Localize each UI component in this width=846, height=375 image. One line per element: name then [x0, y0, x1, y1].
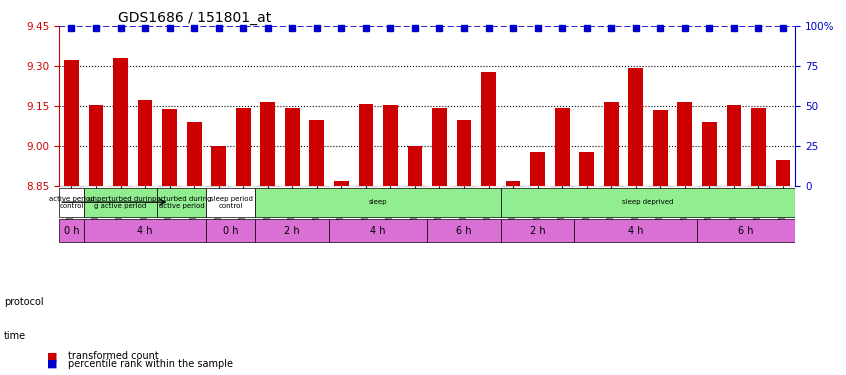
Text: 2 h: 2 h — [284, 226, 300, 236]
FancyBboxPatch shape — [501, 219, 574, 243]
FancyBboxPatch shape — [206, 219, 255, 243]
Bar — [334, 181, 349, 186]
FancyBboxPatch shape — [574, 219, 697, 243]
Bar — [580, 152, 594, 186]
FancyBboxPatch shape — [255, 219, 329, 243]
Text: perturbed during
active period: perturbed during active period — [152, 196, 212, 208]
FancyBboxPatch shape — [427, 219, 501, 243]
Bar — [727, 105, 741, 186]
Bar — [261, 102, 275, 186]
Text: unperturbed durin
g active period: unperturbed durin g active period — [89, 196, 152, 208]
Text: transformed count: transformed count — [68, 351, 158, 361]
Bar — [64, 60, 79, 186]
FancyBboxPatch shape — [84, 188, 157, 217]
Bar — [310, 120, 324, 186]
Bar — [432, 108, 447, 186]
Bar — [776, 159, 790, 186]
Text: 4 h: 4 h — [628, 226, 644, 236]
Text: sleep period
control: sleep period control — [210, 196, 252, 208]
Bar — [530, 152, 545, 186]
Text: 6 h: 6 h — [456, 226, 472, 236]
Bar — [653, 110, 667, 186]
FancyBboxPatch shape — [329, 219, 427, 243]
Text: time: time — [4, 331, 26, 340]
Text: sleep: sleep — [369, 199, 387, 205]
Text: 2 h: 2 h — [530, 226, 546, 236]
Text: ■: ■ — [47, 351, 57, 361]
Bar — [162, 109, 177, 186]
Bar — [212, 146, 226, 186]
Bar — [629, 68, 643, 186]
Text: 0 h: 0 h — [63, 226, 80, 236]
Bar — [187, 122, 201, 186]
FancyBboxPatch shape — [255, 188, 501, 217]
FancyBboxPatch shape — [157, 188, 206, 217]
Text: 4 h: 4 h — [371, 226, 386, 236]
Bar — [236, 108, 250, 186]
FancyBboxPatch shape — [84, 219, 206, 243]
Bar — [89, 105, 103, 186]
Bar — [506, 181, 520, 186]
Bar — [702, 122, 717, 186]
Text: sleep deprived: sleep deprived — [623, 199, 673, 205]
Text: protocol: protocol — [4, 297, 44, 307]
Bar — [359, 104, 373, 186]
Bar — [408, 146, 422, 186]
FancyBboxPatch shape — [697, 219, 795, 243]
Bar — [555, 108, 569, 186]
Text: ■: ■ — [47, 359, 57, 369]
Text: 6 h: 6 h — [739, 226, 754, 236]
Bar — [113, 58, 128, 186]
Bar — [604, 102, 618, 186]
Text: percentile rank within the sample: percentile rank within the sample — [68, 359, 233, 369]
Text: 4 h: 4 h — [137, 226, 153, 236]
FancyBboxPatch shape — [501, 188, 795, 217]
Text: 0 h: 0 h — [223, 226, 239, 236]
Bar — [751, 108, 766, 186]
Bar — [383, 105, 398, 186]
Text: active period
control: active period control — [49, 196, 94, 208]
Bar — [678, 102, 692, 186]
Bar — [481, 72, 496, 186]
Text: GDS1686 / 151801_at: GDS1686 / 151801_at — [118, 11, 272, 25]
FancyBboxPatch shape — [206, 188, 255, 217]
Bar — [138, 99, 152, 186]
Bar — [457, 120, 471, 186]
Bar — [285, 108, 299, 186]
FancyBboxPatch shape — [59, 188, 84, 217]
FancyBboxPatch shape — [59, 219, 84, 243]
